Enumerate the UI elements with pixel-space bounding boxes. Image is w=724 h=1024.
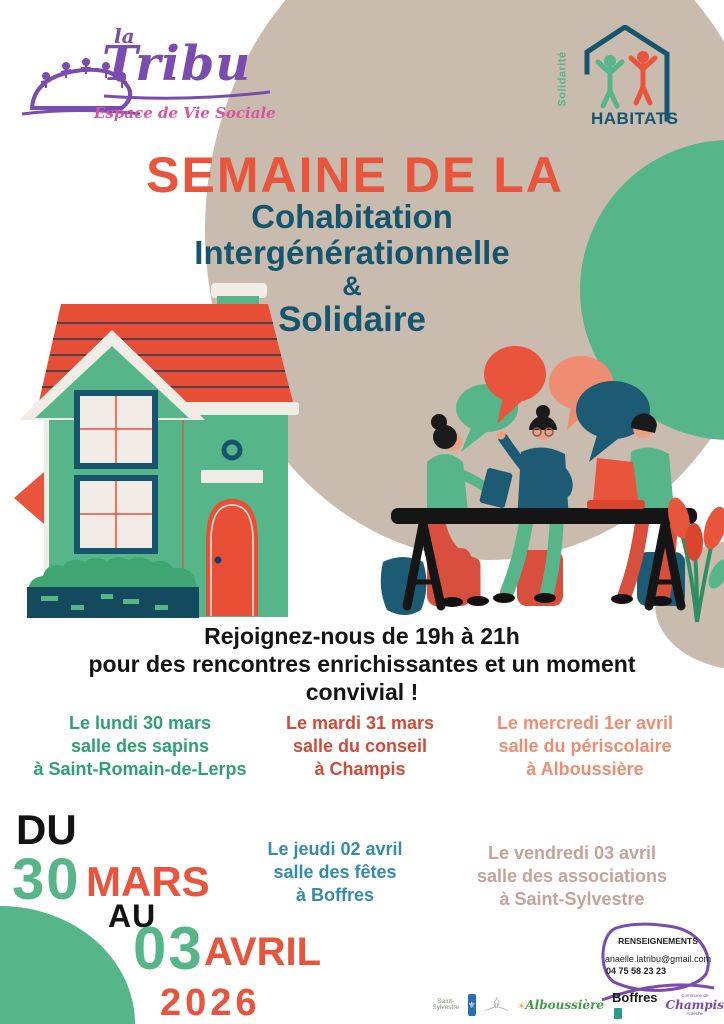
poster-title: SEMAINE DE LA bbox=[146, 147, 564, 203]
event-monday: Le lundi 30 mars salle des sapins à Sain… bbox=[30, 712, 250, 781]
tribu-name: Tribu bbox=[102, 36, 252, 92]
event-venue: salle des associations bbox=[476, 866, 668, 886]
logo-saint-sylvestre: Saint-Sylvestre bbox=[432, 997, 460, 1011]
intro-line-1: Rejoignez-nous de 19h à 21h bbox=[204, 623, 520, 649]
logo-church-sketch bbox=[485, 996, 509, 1011]
contact-label: RENSEIGNEMENTS bbox=[618, 936, 698, 946]
event-day: Le mercredi 1er avril bbox=[496, 713, 674, 733]
habitats-red-person-icon bbox=[628, 51, 658, 106]
habitats-vertical-label: Solidarité bbox=[556, 51, 569, 107]
date-year: 2026 bbox=[160, 982, 261, 1024]
logo-commune-crest: ⚜ bbox=[467, 994, 477, 1016]
date-month-mars: MARS bbox=[86, 858, 210, 905]
intro-line-2: pour des rencontres enrichissantes et un… bbox=[88, 651, 636, 677]
event-venue: salle des sapins bbox=[70, 736, 210, 756]
sun-icon: ☀ bbox=[517, 1002, 526, 1012]
la-tribu-logo: la Tribu Espace de Vie Sociale bbox=[18, 24, 294, 138]
event-place: à Champis bbox=[314, 759, 406, 779]
solidarite-habitats-logo: Solidarité HABITATS bbox=[557, 24, 718, 145]
event-day: Le mardi 31 mars bbox=[285, 713, 435, 733]
boffres-tag-icon bbox=[614, 1008, 623, 1020]
poster-subtitle: Cohabitation Intergénérationnelle & Soli… bbox=[72, 199, 632, 339]
contact-email: anaelle.latribu@gmail.com bbox=[604, 954, 712, 964]
logo-alboussiere: ☀Alboussière bbox=[517, 998, 605, 1012]
event-place: à Boffres bbox=[295, 885, 375, 905]
laptop bbox=[587, 458, 645, 509]
habitats-green-person-icon bbox=[595, 55, 625, 109]
upper-window bbox=[74, 390, 158, 469]
event-friday: Le vendredi 03 avril salle des associati… bbox=[452, 842, 692, 911]
event-wednesday: Le mercredi 1er avril salle du périscola… bbox=[475, 712, 695, 781]
lower-window bbox=[74, 475, 158, 554]
event-day: Le jeudi 02 avril bbox=[267, 839, 403, 859]
tribu-script-la: la bbox=[114, 24, 135, 48]
event-venue: salle du périscolaire bbox=[498, 736, 672, 756]
intro-text: Rejoignez-nous de 19h à 21h pour des ren… bbox=[0, 622, 724, 706]
subtitle-ampersand: & bbox=[342, 271, 362, 301]
event-day: Le vendredi 03 avril bbox=[487, 843, 657, 863]
date-du: DU bbox=[16, 806, 77, 853]
table bbox=[391, 508, 697, 611]
house-illustration bbox=[14, 283, 299, 618]
tribu-subtitle: Espace de Vie Sociale bbox=[94, 104, 276, 122]
door-lintel bbox=[201, 470, 263, 483]
plant bbox=[668, 497, 724, 623]
event-day: Le lundi 30 mars bbox=[68, 713, 212, 733]
planter-wall bbox=[27, 587, 199, 618]
logo-champis: Commune de Champis Ardèche bbox=[665, 992, 724, 1016]
event-place: à Saint-Romain-de-Lerps bbox=[33, 759, 247, 779]
footer-logos: Saint-Sylvestre ⚜ ☀Alboussière Boffres C… bbox=[432, 988, 724, 1022]
ring-ornament bbox=[221, 439, 243, 461]
habitats-house-icon bbox=[584, 24, 670, 122]
event-thursday: Le jeudi 02 avril salle des fêtes à Boff… bbox=[240, 838, 430, 907]
date-day-30: 30 bbox=[12, 847, 81, 912]
contact-bubble-outline-icon bbox=[601, 922, 715, 1002]
red-leaf-shape bbox=[14, 472, 44, 524]
speech-bubbles-icon bbox=[456, 346, 650, 462]
event-place: à Saint-Sylvestre bbox=[499, 889, 645, 909]
contact-bubble: RENSEIGNEMENTS anaelle.latribu@gmail.com… bbox=[592, 916, 724, 1006]
contact-phone: 04 75 58 23 23 bbox=[606, 966, 667, 976]
logo-boffres: Boffres bbox=[612, 990, 658, 1020]
subtitle-line-cohabitation: Cohabitation bbox=[251, 198, 453, 235]
tribu-hill-figures-icon bbox=[21, 58, 141, 116]
event-venue: salle des fêtes bbox=[273, 862, 397, 882]
tribu-underline-flourish bbox=[103, 90, 271, 100]
date-day-03: 03 bbox=[133, 915, 204, 982]
subtitle-line-intergenerationnelle: Intergénérationnelle bbox=[194, 234, 510, 271]
date-au: AU bbox=[108, 898, 157, 934]
meeting-illustration bbox=[380, 346, 724, 623]
front-door bbox=[206, 499, 258, 616]
subtitle-line-solidaire: Solidaire bbox=[278, 300, 426, 339]
tablet bbox=[479, 468, 513, 508]
event-venue: salle du conseil bbox=[292, 736, 428, 756]
intro-line-3: convivial ! bbox=[305, 679, 419, 705]
date-month-avril: AVRIL bbox=[204, 930, 322, 974]
event-place: à Alboussière bbox=[526, 759, 644, 779]
habitats-name: HABITATS bbox=[591, 109, 679, 128]
event-tuesday: Le mardi 31 mars salle du conseil à Cham… bbox=[255, 712, 465, 781]
